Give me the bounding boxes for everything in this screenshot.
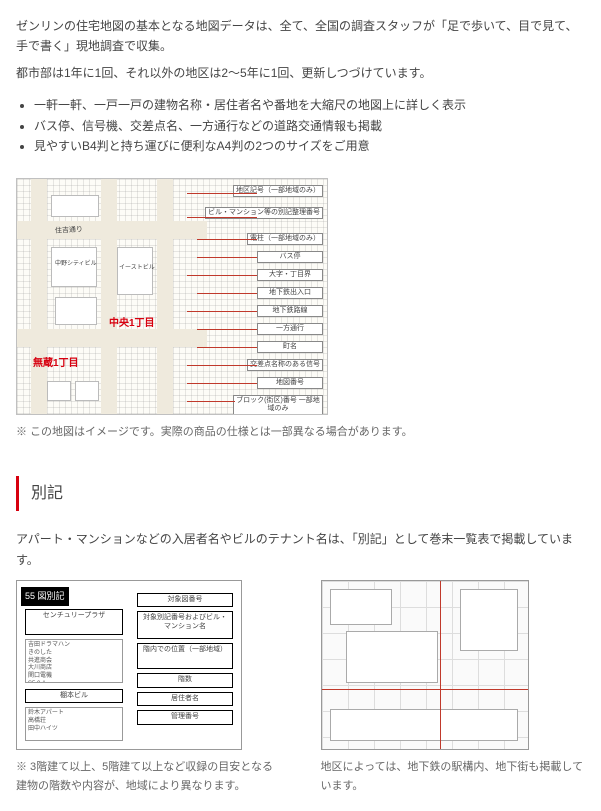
bekki-header-badge: 55 図別記 xyxy=(21,587,69,606)
legend-label: 町名 xyxy=(257,341,323,353)
legend-label: 地区記号（一部地域のみ） xyxy=(233,185,323,197)
intro-paragraph-1: ゼンリンの住宅地図の基本となる地図データは、全て、全国の調査スタッフが「足で歩い… xyxy=(16,16,585,57)
legend-label: 地下鉄路線 xyxy=(257,305,323,317)
bekki-legend-item: 管理番号 xyxy=(137,710,233,724)
bekki-footnote: ※ 3階建て以上、5階建て以上など収録の目安となる建物の階数や内容が、地域により… xyxy=(16,758,281,795)
chika-footnote: 地区によっては、地下鉄の駅構内、地下街も掲載しています。 xyxy=(321,758,586,795)
feature-item: バス停、信号機、交差点名、一方通行などの道路交通情報も掲載 xyxy=(34,116,585,136)
legend-label: 大字・丁目界 xyxy=(257,269,323,281)
bekki-legend-item: 対象別記番号およびビル・マンション名 xyxy=(137,611,233,639)
bekki-left-col: 55 図別記 センチュリープラザ 吉田ドラマハン きのした 共進商会 大川商店 … xyxy=(16,576,281,795)
feature-item: 一軒一軒、一戸一戸の建物名称・居住者名や番地を大縮尺の地図上に詳しく表示 xyxy=(34,95,585,115)
bekki-tenant-list: 鈴木アパート 高橋荘 田中ハイツ xyxy=(25,707,123,741)
legend-label: 地図番号 xyxy=(257,377,323,389)
legend-label: 地下鉄出入口 xyxy=(257,287,323,299)
chika-right-col: 地区によっては、地下鉄の駅構内、地下街も掲載しています。 xyxy=(321,576,586,795)
features-list: 一軒一軒、一戸一戸の建物名称・居住者名や番地を大縮尺の地図上に詳しく表示 バス停… xyxy=(16,95,585,156)
legend-label: 交差点名称のある信号 xyxy=(247,359,323,371)
section-title-bekki: 別記 xyxy=(16,476,585,511)
legend-label: ブロック(街区)番号 一部地域のみ xyxy=(233,395,323,414)
bekki-tenant-list: 吉田ドラマハン きのした 共進商会 大川商店 関口電機 S5.0-1 xyxy=(25,639,123,683)
legend-label: 電柱（一部地域のみ） xyxy=(247,233,323,245)
main-map-block: 住吉通り 中野シティビル イーストビル 中央1丁目 無蔵1丁目 地区記号（一部地… xyxy=(16,178,585,442)
bekki-legend-item: 対象図番号 xyxy=(137,593,233,607)
bekki-lead: アパート・マンションなどの入居者名やビルのテナント名は、「別記」として巻末一覧表… xyxy=(16,529,585,570)
intro-paragraph-2: 都市部は1年に1回、それ以外の地区は2～5年に1回、更新しつづけています。 xyxy=(16,63,585,83)
map-building-label: イーストビル xyxy=(119,263,155,273)
bekki-legend-item: 階数 xyxy=(137,673,233,687)
map-street-label: 住吉通り xyxy=(55,225,84,238)
bekki-image: 55 図別記 センチュリープラザ 吉田ドラマハン きのした 共進商会 大川商店 … xyxy=(16,580,242,750)
map-building-label: 中野シティビル xyxy=(55,259,97,269)
bekki-item: センチュリープラザ xyxy=(25,609,123,635)
chika-image xyxy=(321,580,529,750)
bekki-legend-item: 居住者名 xyxy=(137,692,233,706)
legend-label: バス停 xyxy=(257,251,323,263)
map-chome-label: 中央1丁目 xyxy=(109,315,155,332)
main-map-image: 住吉通り 中野シティビル イーストビル 中央1丁目 無蔵1丁目 地区記号（一部地… xyxy=(16,178,328,415)
map-chome-label: 無蔵1丁目 xyxy=(33,355,79,372)
legend-label: 一方通行 xyxy=(257,323,323,335)
bekki-legend-item: 階内での位置（一部地域） xyxy=(137,643,233,669)
feature-item: 見やすいB4判と持ち運びに便利なA4判の2つのサイズをご用意 xyxy=(34,136,585,156)
main-map-footnote: ※ この地図はイメージです。実際の商品の仕様とは一部異なる場合があります。 xyxy=(16,423,585,442)
bekki-item: 棚本ビル xyxy=(25,689,123,703)
